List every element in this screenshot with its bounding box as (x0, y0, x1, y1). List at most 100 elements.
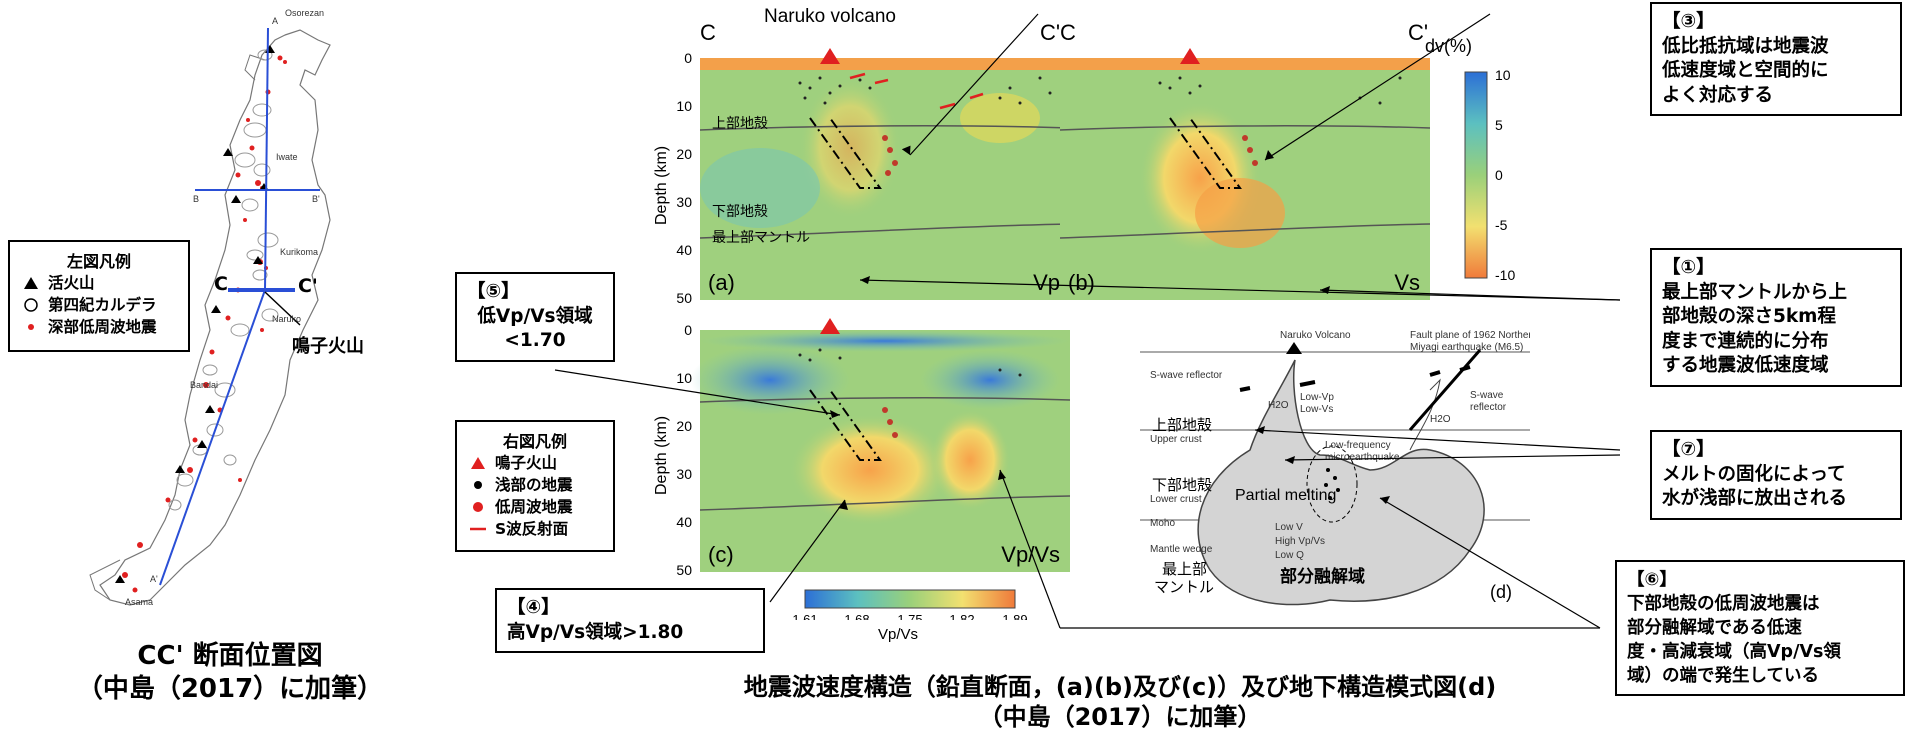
tick-label: -5 (1495, 217, 1508, 233)
note-number: 【⑦】 (1662, 439, 1715, 460)
section-c-prime-a: C' (1040, 20, 1060, 45)
note-line: 高Vp/Vs領域>1.80 (507, 621, 684, 643)
label-kurikoma: Kurikoma (280, 247, 318, 257)
note-line: 部分融解域である低速 (1627, 618, 1802, 638)
label-bandai: Bandai (190, 380, 218, 390)
tick-label: -10 (1495, 267, 1515, 283)
left-legend: 左図凡例 活火山 第四紀カルデラ 深部低周波地震 (8, 240, 190, 352)
schematic-naruko: Naruko Volcano (1280, 330, 1351, 341)
note-line: 域）の端で発生している (1627, 666, 1819, 686)
note-7: 【⑦】 メルトの固化によって 水が浅部に放出される (1650, 430, 1902, 520)
panel-tag-b: (b) (1068, 270, 1095, 295)
tick-label: 1.68 (844, 612, 869, 620)
note-line: 低Vp/Vs領域 (477, 305, 593, 327)
schematic-lower-crust-en: Lower crust (1150, 494, 1202, 505)
note-4: 【④】 高Vp/Vs領域>1.80 (495, 588, 765, 653)
tick-label: 10 (676, 98, 692, 114)
red-dot-icon (467, 501, 489, 513)
legend-row-lfe-right: 低周波地震 (467, 496, 603, 518)
red-dot-icon (20, 322, 42, 332)
circle-outline-icon (20, 298, 42, 312)
tick-label: 50 (676, 562, 692, 578)
note-line: 下部地殻の低周波地震は (1627, 594, 1820, 614)
note-number: 【⑥】 (1627, 570, 1677, 590)
schematic-reflector-right: reflector (1470, 402, 1507, 413)
tick-label: 0 (1495, 167, 1503, 183)
tick-label: 40 (676, 242, 692, 258)
depth-axis-label-top: Depth (km) (653, 146, 670, 225)
legend-row-lfe: 深部低周波地震 (20, 316, 178, 338)
tohoku-map: A Osorezan Iwate Kurikoma Naruko Bandai … (89, 8, 364, 607)
schematic-h2o-right: H2O (1430, 414, 1451, 425)
section-c-prime-b: C' (1408, 20, 1428, 45)
note-3: 【③】 低比抵抗域は地震波 低速度域と空間的に よく対応する (1650, 2, 1902, 116)
bottom-caption-line2: （中島（2017）に加筆） (978, 703, 1262, 731)
bottom-caption: 地震波速度構造（鉛直断面，(a)(b)及び(c)）及び地下構造模式図(d) （中… (660, 672, 1580, 732)
vpvs-colorbar-label: Vp/Vs (878, 626, 919, 643)
tick-label: 30 (676, 194, 692, 210)
tick-label: 10 (676, 370, 692, 386)
panel-c (690, 330, 1071, 572)
note-5: 【⑤】 低Vp/Vs領域 <1.70 (455, 272, 615, 362)
legend-row-caldera: 第四紀カルデラ (20, 294, 178, 316)
note-number: 【③】 (1662, 11, 1715, 32)
panel-a (699, 58, 1071, 300)
schematic-low-q: Low Q (1275, 550, 1304, 561)
panel-quantity-a: Vp (1033, 270, 1060, 295)
panel-quantity-b: Vs (1394, 270, 1420, 295)
legend-label: 浅部の地震 (495, 476, 573, 494)
note-number: 【①】 (1662, 257, 1715, 278)
label-b-prime: B' (312, 194, 320, 204)
lower-crust-jp-a: 下部地殻 (712, 204, 768, 220)
legend-row-s-reflector: S波反射面 (467, 518, 603, 540)
panel-quantity-c: Vp/Vs (1001, 542, 1060, 567)
tick-label: 1.89 (1002, 612, 1027, 620)
vpvs-colorbar: 1.61 1.68 1.75 1.82 1.89 (792, 589, 1028, 620)
tick-label: 5 (1495, 117, 1503, 133)
legend-label: 低周波地震 (495, 498, 573, 516)
tick-label: 0 (684, 50, 692, 66)
left-caption: CC' 断面位置図 （中島（2017）に加筆） (60, 640, 400, 706)
legend-label: 鳴子火山 (495, 454, 558, 472)
tick-label: 30 (676, 466, 692, 482)
schematic-moho: Moho (1150, 518, 1175, 529)
note-line: 最上部マントルから上 (1662, 281, 1848, 303)
schematic-d: Naruko Volcano Fault plane of 1962 North… (1140, 330, 1530, 606)
label-osorezan: Osorezan (285, 8, 324, 18)
tick-label: 1.82 (949, 612, 974, 620)
legend-label: 深部低周波地震 (48, 318, 157, 336)
schematic-high-vpvs: High Vp/Vs (1275, 536, 1325, 547)
legend-row-naruko: 鳴子火山 (467, 452, 603, 474)
tick-label: 40 (676, 514, 692, 530)
schematic-tag: (d) (1490, 582, 1512, 602)
schematic-h2o-left: H2O (1268, 400, 1289, 411)
schematic-microearthquake: microearthquake (1325, 452, 1400, 463)
upper-crust-jp-a: 上部地殻 (712, 116, 768, 132)
left-caption-line1: CC' 断面位置図 (137, 641, 323, 671)
schematic-s-wave-right: S-wave (1470, 390, 1504, 401)
note-line: よく対応する (1662, 84, 1774, 106)
panel-tag-c: (c) (708, 542, 734, 567)
label-iwate: Iwate (276, 152, 298, 162)
schematic-fault-plane-2: Miyagi earthquake (M6.5) (1410, 342, 1523, 353)
panel-b (1059, 58, 1431, 300)
schematic-lower-crust-jp: 下部地殻 (1152, 476, 1212, 494)
mantle-jp-a: 最上部マントル (712, 230, 810, 246)
label-b: B (193, 194, 199, 204)
schematic-upper-crust-jp: 上部地殻 (1152, 416, 1212, 434)
note-line: <1.70 (504, 330, 566, 351)
bottom-caption-line1: 地震波速度構造（鉛直断面，(a)(b)及び(c)）及び地下構造模式図(d) (743, 673, 1497, 701)
note-line: 低比抵抗域は地震波 (1662, 35, 1829, 57)
legend-row-volcano: 活火山 (20, 272, 178, 294)
naruko-label-jp: 鳴子火山 (292, 335, 364, 357)
black-dot-icon (467, 480, 489, 490)
note-line: 度まで連続的に分布 (1662, 330, 1829, 352)
note-line: 部地殻の深さ5km程 (1662, 306, 1836, 327)
tick-label: 20 (676, 418, 692, 434)
panel-tag-a: (a) (708, 270, 735, 295)
legend-label: S波反射面 (495, 520, 569, 538)
red-line-icon (467, 526, 489, 532)
note-number: 【⑤】 (467, 281, 520, 302)
note-line: 低速度域と空間的に (1662, 60, 1829, 81)
